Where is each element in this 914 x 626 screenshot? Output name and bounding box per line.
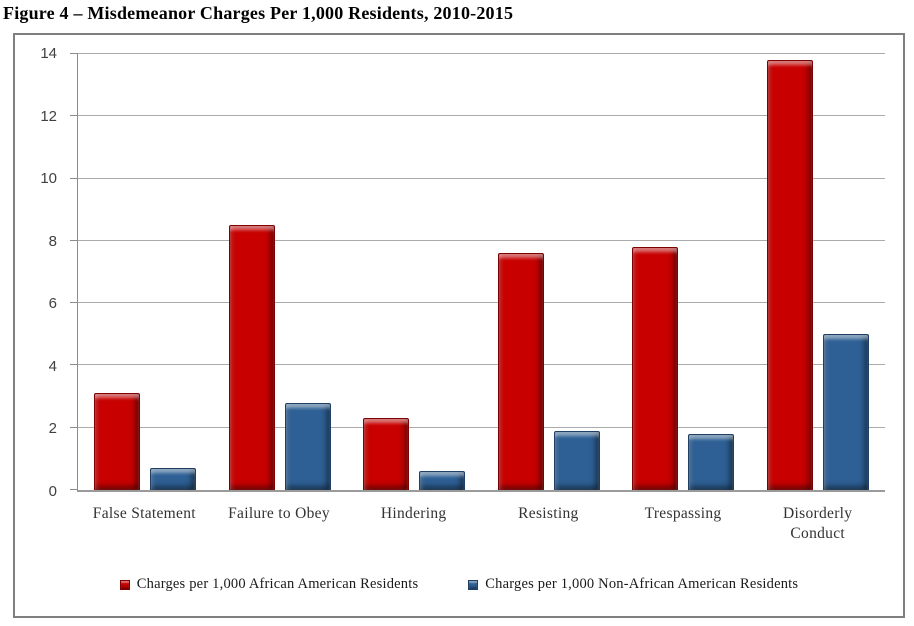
- y-tick-12: [70, 115, 78, 117]
- y-tick-2: [70, 426, 78, 428]
- legend-swatch-icon: [119, 579, 130, 590]
- y-axis-label-12: 12: [40, 107, 57, 125]
- y-axis-label-0: 0: [48, 483, 57, 500]
- y-axis-label-10: 10: [40, 170, 57, 188]
- y-axis-label-14: 14: [40, 45, 57, 62]
- category-label-5: Trespassing: [644, 505, 722, 522]
- bar-group-1: [78, 54, 213, 490]
- category-label-2: Failure to Obey: [228, 505, 330, 522]
- bar-group-5: [616, 54, 751, 490]
- bar-group-3: [347, 54, 482, 490]
- category-label-4: Resisting: [518, 505, 579, 522]
- y-tick-4: [70, 364, 78, 366]
- plot-area: [70, 53, 885, 492]
- gridline-y-6: [78, 302, 885, 304]
- gridline-y-10: [78, 177, 885, 179]
- y-axis-label-6: 6: [48, 295, 57, 313]
- bar-non-african-american: [150, 468, 197, 490]
- bar-non-african-american: [284, 402, 331, 490]
- y-axis-label-8: 8: [48, 232, 57, 250]
- gridline-y-2: [78, 426, 885, 428]
- gridline-y-4: [78, 364, 885, 366]
- legend: Charges per 1,000 African American Resid…: [15, 576, 903, 593]
- category-label-3: Hindering: [380, 505, 447, 522]
- bar-group-6: [751, 54, 886, 490]
- bars-layer: [78, 54, 885, 490]
- y-axis-label-2: 2: [48, 420, 57, 438]
- bar-african-american: [766, 60, 813, 490]
- bar-non-african-american: [419, 471, 466, 490]
- bar-non-african-american: [553, 430, 600, 490]
- y-axis: 0 2 4 6 8 10 12 14: [15, 45, 71, 500]
- bar-non-african-american: [822, 334, 869, 490]
- legend-swatch-icon: [468, 579, 479, 590]
- y-tick-10: [70, 177, 78, 179]
- gridline-y-8: [78, 239, 885, 241]
- bar-group-2: [213, 54, 348, 490]
- category-label-1: False Statement: [92, 505, 196, 522]
- legend-label: Charges per 1,000 African American Resid…: [136, 576, 419, 592]
- category-label-6: Disorderly Conduct: [783, 505, 853, 543]
- y-axis-label-4: 4: [48, 357, 57, 375]
- figure-title: Figure 4 – Misdemeanor Charges Per 1,000…: [3, 3, 514, 23]
- bar-african-american: [632, 247, 679, 490]
- gridline-y-14: [78, 53, 885, 54]
- y-tick-14: [70, 53, 78, 54]
- bar-african-american: [94, 393, 141, 490]
- y-tick-6: [70, 302, 78, 304]
- x-axis-labels: False Statement Failure to Obey Hindering R…: [77, 504, 885, 544]
- legend-item-non-african-american: Charges per 1,000 Non-African American R…: [468, 576, 798, 593]
- bar-group-4: [482, 54, 617, 490]
- bar-african-american: [363, 418, 410, 490]
- chart-frame: 0 2 4 6 8 10 12 14 False Statement Failure to Ob…: [13, 33, 905, 618]
- gridline-y-12: [78, 115, 885, 117]
- y-tick-8: [70, 239, 78, 241]
- bar-african-american: [228, 225, 275, 490]
- y-tick-0: [70, 489, 78, 490]
- legend-item-african-american: Charges per 1,000 African American Resid…: [119, 576, 419, 593]
- bar-non-african-american: [688, 433, 735, 490]
- bar-african-american: [497, 253, 544, 490]
- legend-label: Charges per 1,000 Non-African American R…: [485, 576, 799, 592]
